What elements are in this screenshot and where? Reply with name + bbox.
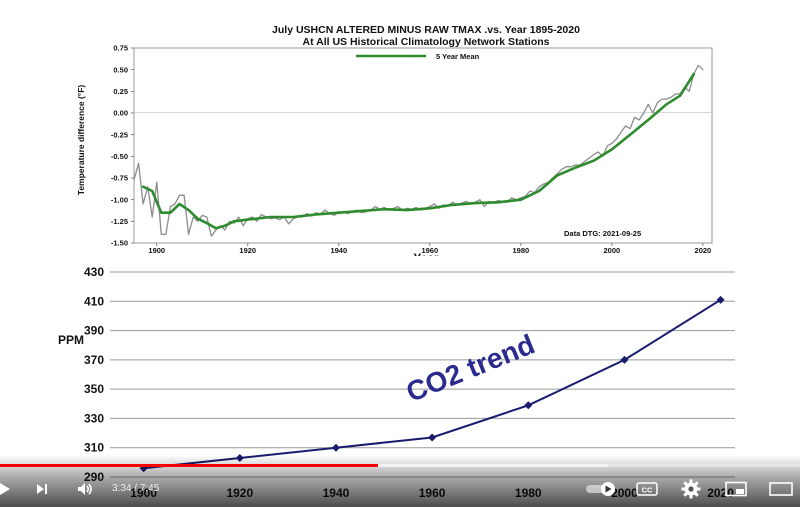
bottom-y-tick-label: 350 [84, 382, 104, 396]
next-icon [37, 484, 47, 494]
top-chart-series [133, 64, 704, 237]
top-five-year-mean-line [141, 72, 696, 230]
top-y-tick-label: -1.00 [111, 195, 128, 204]
top-chart-y-axis-label: Temperature difference (°F) [76, 85, 86, 196]
co2-data-point [524, 401, 533, 410]
progress-bar[interactable] [0, 464, 800, 467]
time-current: 3:34 [112, 483, 132, 494]
top-x-tick-label: 1980 [513, 246, 530, 255]
top-x-tick-label: 1940 [330, 246, 347, 255]
top-chart: July USHCN ALTERED MINUS RAW TMAX .vs. Y… [76, 24, 713, 265]
bottom-chart-y-ticks: 430410390370350330310290 [84, 265, 104, 484]
miniplayer-icon [725, 481, 747, 497]
bottom-y-tick-label: 410 [84, 294, 104, 308]
volume-button[interactable] [72, 475, 98, 503]
play-icon [0, 483, 10, 495]
volume-icon [78, 483, 92, 495]
time-display: 3:34 / 7:45 [112, 483, 159, 494]
bottom-y-tick-label: 430 [84, 265, 104, 279]
bottom-y-tick-label: 370 [84, 353, 104, 367]
top-y-tick-label: 0.50 [113, 65, 128, 74]
bottom-chart-y-axis-label: PPM [58, 333, 84, 347]
top-x-tick-label: 1900 [148, 246, 165, 255]
top-chart-plot-frame [133, 47, 713, 244]
top-y-tick-label: 0.00 [113, 109, 128, 118]
top-chart-x-ticks: 1900 1920 1940 1960 1980 2000 2020 [148, 243, 711, 255]
captions-label: CC [642, 486, 653, 495]
top-x-tick-label: 1960 [421, 246, 438, 255]
co2-data-point [716, 295, 725, 304]
co2-trend-annotation: CO2 trend [402, 328, 539, 407]
time-total: 7:45 [139, 483, 160, 494]
time-separator: / [131, 483, 140, 494]
top-chart-data-stamp: Data DTG: 2021-09-25 [564, 229, 641, 238]
top-x-tick-label: 2020 [695, 246, 712, 255]
top-y-tick-label: -0.25 [111, 130, 128, 139]
bottom-y-tick-label: 390 [84, 324, 104, 338]
play-button[interactable] [0, 475, 16, 503]
co2-data-point [428, 433, 437, 442]
video-player-controls: 3:34 / 7:45 CC [0, 455, 800, 507]
settings-icon [681, 479, 701, 499]
top-y-tick-label: -0.50 [111, 152, 128, 161]
top-y-tick-label: 0.75 [113, 44, 128, 53]
miniplayer-button[interactable] [722, 475, 750, 503]
bottom-y-tick-label: 330 [84, 411, 104, 425]
top-chart-y-ticks: 0.75 0.50 0.25 0.00 -0.25 -0.50 -0.75 -1.00 -1.2… [111, 44, 134, 248]
autoplay-toggle-icon [586, 482, 615, 496]
top-y-tick-label: -0.75 [111, 174, 128, 183]
theater-icon [769, 482, 793, 496]
top-y-tick-label: 0.25 [113, 87, 128, 96]
top-x-tick-label: 1920 [239, 246, 256, 255]
bottom-y-tick-label: 310 [84, 441, 104, 455]
settings-button[interactable] [678, 475, 704, 503]
captions-button[interactable]: CC [634, 475, 660, 503]
next-button[interactable] [30, 475, 54, 503]
co2-data-point [620, 355, 629, 364]
theater-mode-button[interactable] [766, 475, 796, 503]
top-y-tick-label: -1.50 [111, 239, 128, 248]
top-y-tick-label: -1.25 [111, 217, 128, 226]
chart-separator [0, 256, 800, 264]
co2-data-point [331, 443, 340, 452]
top-chart-subtitle: At All US Historical Climatology Network… [303, 36, 550, 48]
top-chart-title: July USHCN ALTERED MINUS RAW TMAX .vs. Y… [272, 24, 580, 36]
autoplay-toggle[interactable] [584, 475, 620, 503]
captions-icon: CC [636, 482, 658, 496]
progress-played [0, 464, 379, 467]
top-x-tick-label: 2000 [604, 246, 621, 255]
top-chart-legend-label: 5 Year Mean [436, 52, 480, 61]
